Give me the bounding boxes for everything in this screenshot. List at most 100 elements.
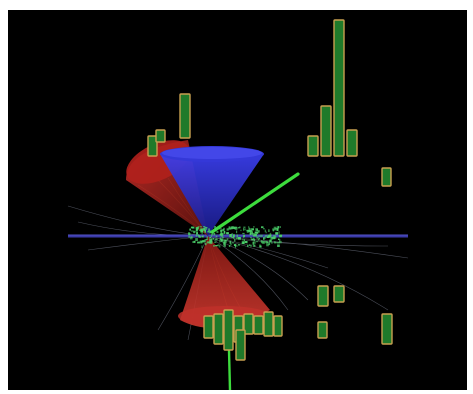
hit-point bbox=[233, 244, 237, 246]
hit-point bbox=[279, 239, 281, 242]
hit-point bbox=[261, 240, 263, 243]
hit-point bbox=[201, 235, 204, 238]
hit-point bbox=[272, 228, 275, 231]
hit-point bbox=[257, 239, 260, 241]
hit-point bbox=[230, 226, 234, 230]
hit-point bbox=[271, 236, 275, 239]
calorimeter-tower bbox=[346, 129, 358, 157]
hit-point bbox=[197, 241, 200, 244]
hit-point bbox=[250, 231, 253, 235]
hit-point bbox=[235, 226, 238, 229]
hit-point bbox=[209, 236, 212, 239]
hit-point bbox=[243, 234, 245, 237]
hit-point bbox=[198, 229, 201, 231]
calorimeter-tower bbox=[317, 321, 328, 339]
hit-point bbox=[237, 227, 240, 229]
hit-point bbox=[253, 241, 256, 244]
hit-point bbox=[206, 241, 210, 244]
hit-point bbox=[278, 231, 280, 234]
hit-point bbox=[276, 228, 279, 231]
hit-point bbox=[278, 238, 280, 240]
hit-point bbox=[263, 228, 265, 230]
hit-point bbox=[217, 244, 219, 246]
hit-point bbox=[253, 238, 256, 242]
hit-point bbox=[189, 236, 193, 240]
hit-point bbox=[269, 234, 272, 237]
hit-point bbox=[233, 226, 236, 229]
hit-point bbox=[240, 229, 242, 232]
hit-point bbox=[250, 244, 252, 248]
hit-point bbox=[276, 242, 280, 244]
hit-point bbox=[199, 226, 202, 228]
hit-point bbox=[252, 241, 254, 245]
hit-point bbox=[251, 228, 254, 231]
hit-point bbox=[276, 226, 279, 229]
hit-point bbox=[202, 228, 206, 231]
hit-point bbox=[278, 240, 282, 244]
hit-point bbox=[249, 244, 251, 246]
hit-point bbox=[221, 238, 223, 240]
hit-point bbox=[191, 226, 195, 229]
calorimeter-tower bbox=[333, 285, 345, 303]
hit-point bbox=[265, 231, 267, 234]
hit-point bbox=[249, 228, 252, 231]
hit-point bbox=[263, 237, 265, 240]
hit-point bbox=[238, 237, 241, 240]
hit-point bbox=[219, 233, 222, 236]
hit-point bbox=[253, 226, 255, 228]
hit-point bbox=[253, 235, 256, 237]
hit-point bbox=[275, 242, 277, 244]
hit-point bbox=[193, 231, 196, 234]
hit-point bbox=[197, 234, 199, 236]
event-display-viewport bbox=[8, 10, 467, 390]
hit-point bbox=[273, 235, 276, 237]
hit-point bbox=[273, 241, 276, 244]
hit-point bbox=[277, 244, 280, 247]
hit-point bbox=[267, 234, 270, 236]
hit-point bbox=[198, 235, 201, 238]
hit-point bbox=[197, 235, 200, 237]
calorimeter-tower bbox=[263, 311, 274, 337]
hit-point bbox=[265, 235, 267, 237]
hit-point bbox=[226, 232, 229, 235]
hit-point bbox=[274, 229, 277, 231]
hit-point bbox=[208, 228, 210, 232]
calorimeter-tower bbox=[243, 313, 254, 335]
hit-point bbox=[255, 228, 258, 231]
hit-point bbox=[214, 245, 218, 247]
hit-point bbox=[195, 234, 197, 237]
hit-point bbox=[211, 241, 213, 244]
hit-point bbox=[228, 227, 232, 230]
hit-point bbox=[239, 226, 241, 229]
hit-point bbox=[264, 240, 268, 244]
hit-point bbox=[242, 232, 245, 235]
hit-point bbox=[234, 245, 236, 248]
hit-point bbox=[270, 237, 273, 240]
hit-point bbox=[228, 245, 231, 247]
hit-point bbox=[243, 228, 245, 231]
hit-point bbox=[214, 241, 217, 243]
hit-point bbox=[244, 228, 246, 231]
hit-point bbox=[202, 240, 205, 243]
hit-point bbox=[234, 238, 236, 242]
hit-point bbox=[242, 239, 244, 241]
hit-point bbox=[234, 227, 238, 230]
calorimeter-tower bbox=[147, 135, 158, 157]
hit-point bbox=[216, 227, 218, 229]
hit-point bbox=[250, 236, 252, 239]
calorimeter-tower bbox=[179, 93, 191, 139]
hit-point bbox=[222, 236, 224, 239]
hit-point bbox=[246, 229, 250, 232]
hit-point bbox=[259, 244, 261, 247]
hit-point bbox=[194, 230, 196, 233]
hit-point bbox=[206, 238, 208, 240]
calorimeter-tower bbox=[213, 313, 224, 345]
hit-point bbox=[279, 234, 283, 237]
event-display-canvas bbox=[67, 19, 409, 390]
hit-point bbox=[216, 238, 218, 241]
hit-point bbox=[219, 228, 222, 230]
hit-point bbox=[189, 228, 191, 231]
hit-point bbox=[201, 232, 203, 235]
hit-point bbox=[210, 239, 213, 242]
